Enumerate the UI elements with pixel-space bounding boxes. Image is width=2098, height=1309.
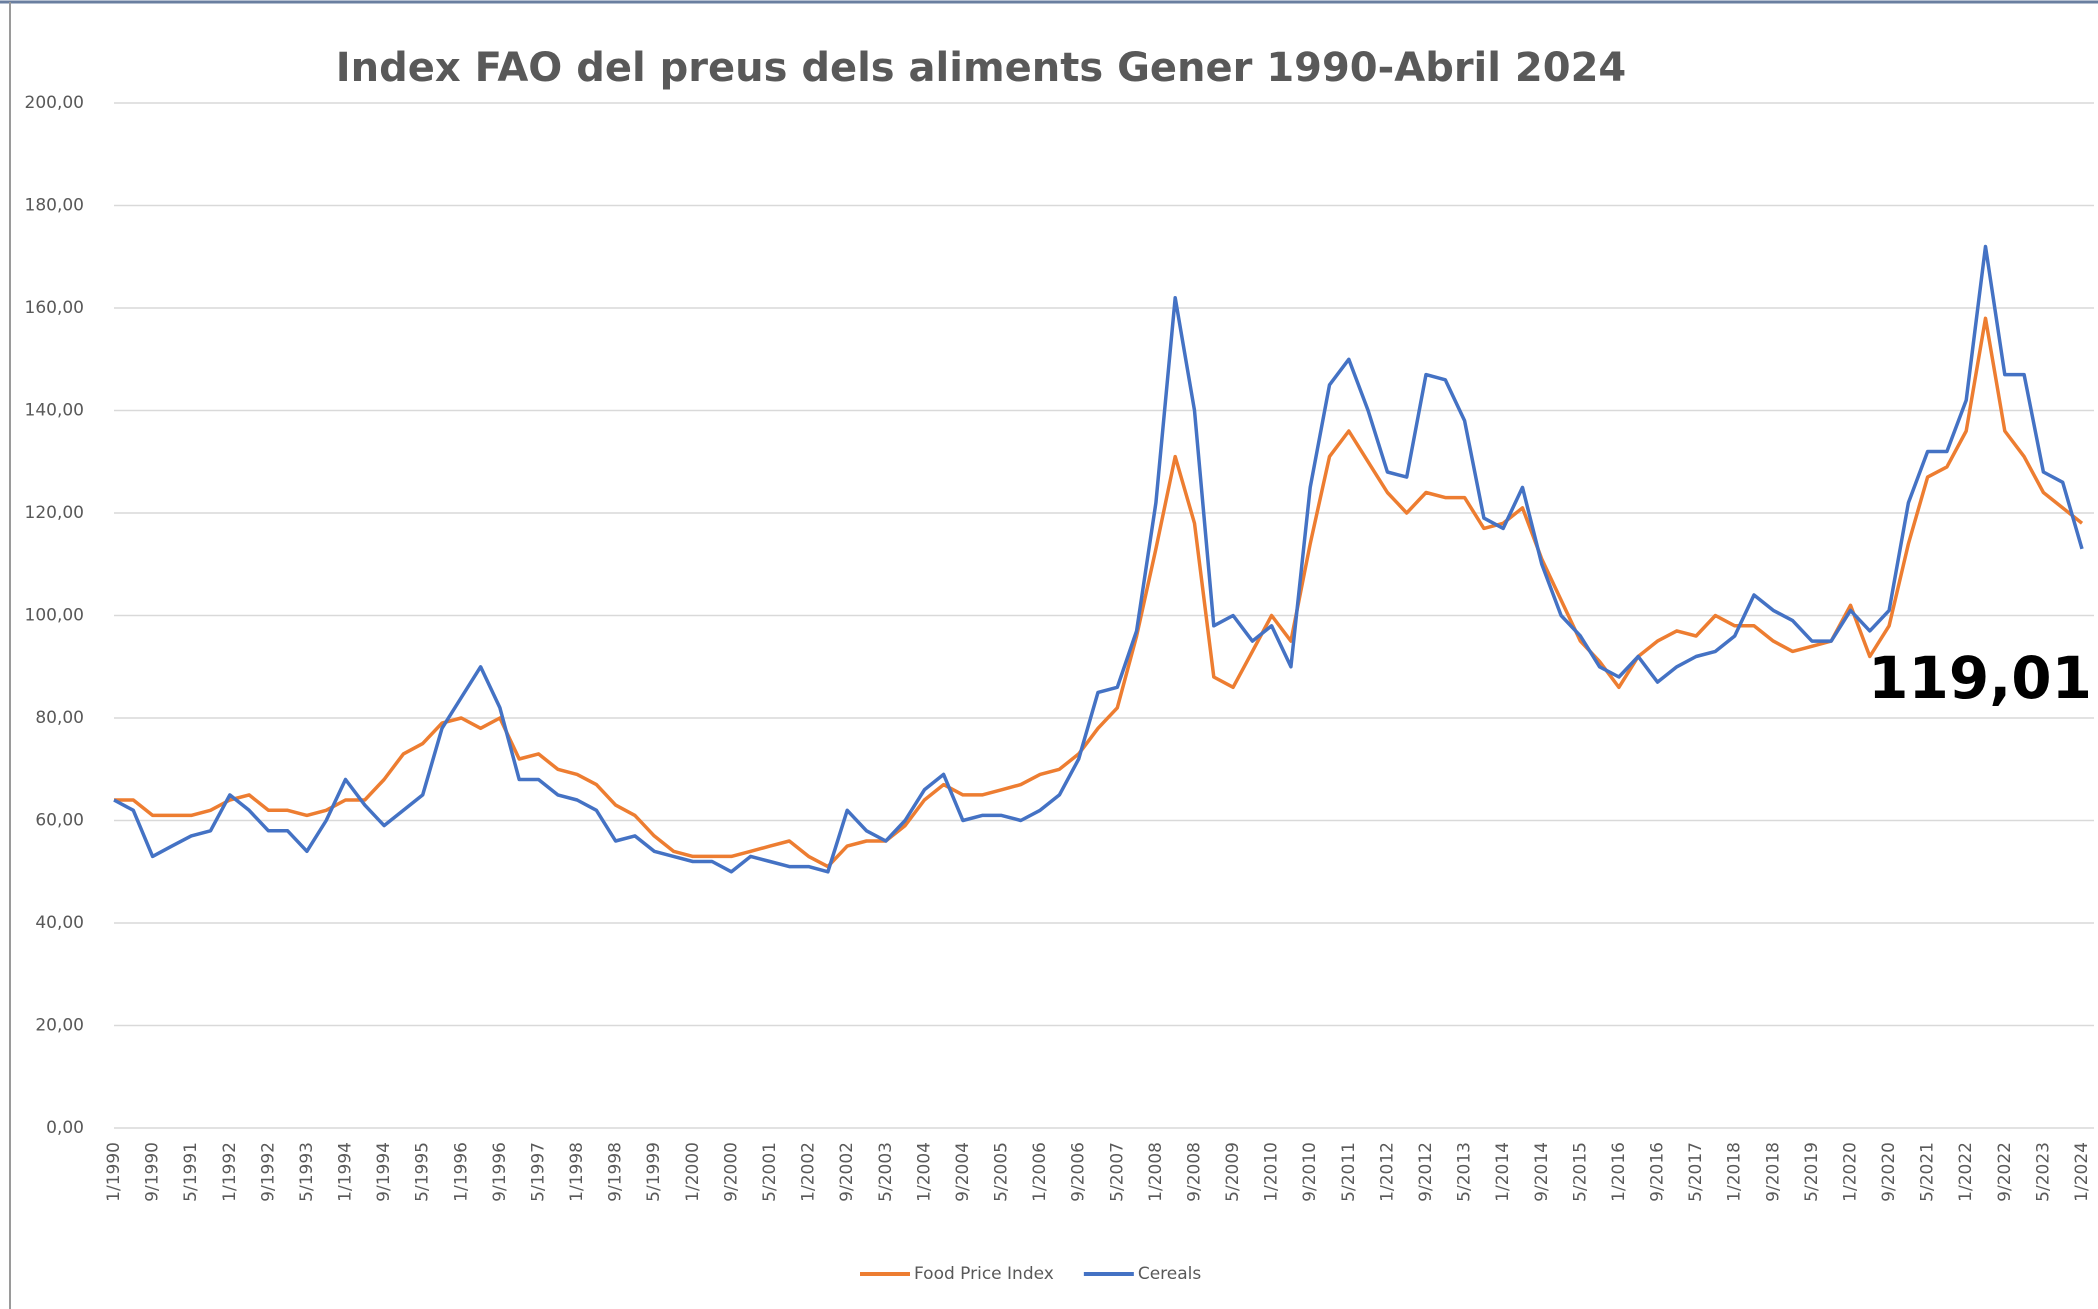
x-tick-label: 9/2006 [1069, 1142, 1089, 1202]
annotation: 119,01 [1868, 644, 2092, 712]
x-tick-label: 1/2022 [1956, 1142, 1976, 1202]
x-tick-label: 9/2000 [721, 1142, 741, 1202]
x-tick-label: 9/2022 [1995, 1142, 2015, 1202]
x-tick-label: 1/2024 [2072, 1142, 2092, 1202]
x-tick-label: 5/2015 [1570, 1142, 1590, 1202]
x-tick-label: 9/2012 [1416, 1142, 1436, 1202]
x-tick-label: 5/2009 [1223, 1142, 1243, 1202]
x-tick-label: 1/2006 [1030, 1142, 1050, 1202]
y-tick-label: 60,00 [35, 811, 84, 831]
x-tick-label: 1/2016 [1609, 1142, 1629, 1202]
legend-label: Food Price Index [914, 1264, 1054, 1284]
x-tick-label: 5/2011 [1339, 1142, 1359, 1202]
x-tick-label: 5/2007 [1107, 1142, 1127, 1202]
x-tick-label: 5/2023 [2033, 1142, 2053, 1202]
x-tick-label: 1/2014 [1493, 1142, 1513, 1202]
y-tick-label: 140,00 [25, 401, 84, 421]
x-tick-label: 9/1996 [490, 1142, 510, 1202]
x-tick-label: 9/1998 [606, 1142, 626, 1202]
x-tick-label: 5/1997 [528, 1142, 548, 1202]
x-tick-label: 9/1994 [374, 1142, 394, 1202]
y-tick-label: 100,00 [25, 606, 84, 626]
x-tick-label: 5/2003 [876, 1142, 896, 1202]
x-tick-label: 9/1992 [258, 1142, 278, 1202]
chart-title: Index FAO del preus dels aliments Gener … [336, 45, 1626, 91]
x-tick-label: 5/2005 [992, 1142, 1012, 1202]
x-tick-label: 5/1991 [181, 1142, 201, 1202]
x-tick-label: 9/2020 [1879, 1142, 1899, 1202]
x-tick-label: 1/1998 [567, 1142, 587, 1202]
x-tick-label: 9/2014 [1532, 1142, 1552, 1202]
y-tick-label: 80,00 [35, 708, 84, 728]
x-tick-label: 1/2008 [1146, 1142, 1166, 1202]
x-tick-label: 5/2019 [1802, 1142, 1822, 1202]
y-tick-label: 160,00 [25, 298, 84, 318]
x-tick-label: 9/2016 [1648, 1142, 1668, 1202]
y-tick-label: 120,00 [25, 503, 84, 523]
x-tick-label: 5/2021 [1918, 1142, 1938, 1202]
x-tick-label: 1/2010 [1262, 1142, 1282, 1202]
x-tick-label: 1/2004 [914, 1142, 934, 1202]
x-tick-label: 1/1996 [451, 1142, 471, 1202]
x-tick-label: 5/1995 [413, 1142, 433, 1202]
x-tick-label: 1/2020 [1840, 1142, 1860, 1202]
y-tick-label: 200,00 [25, 93, 84, 113]
y-tick-label: 180,00 [25, 196, 84, 216]
x-tick-label: 1/2012 [1377, 1142, 1397, 1202]
x-tick-label: 1/1992 [220, 1142, 240, 1202]
x-tick-label: 5/1999 [644, 1142, 664, 1202]
y-tick-label: 40,00 [35, 913, 84, 933]
x-tick-label: 1/2018 [1725, 1142, 1745, 1202]
x-tick-label: 9/2008 [1184, 1142, 1204, 1202]
x-tick-label: 1/1994 [336, 1142, 356, 1202]
legend-label: Cereals [1138, 1264, 1202, 1284]
x-tick-label: 9/1990 [143, 1142, 163, 1202]
x-tick-label: 5/1993 [297, 1142, 317, 1202]
x-tick-label: 1/2000 [683, 1142, 703, 1202]
series-line [113, 244, 2084, 874]
x-tick-label: 1/1990 [104, 1142, 124, 1202]
series-line [114, 316, 2084, 869]
y-tick-label: 0,00 [46, 1118, 84, 1138]
x-tick-label: 9/2018 [1763, 1142, 1783, 1202]
x-tick-label: 5/2017 [1686, 1142, 1706, 1202]
x-tick-label: 9/2010 [1300, 1142, 1320, 1202]
x-tick-label: 5/2013 [1455, 1142, 1475, 1202]
x-tick-label: 5/2001 [760, 1142, 780, 1202]
x-tick-label: 9/2004 [953, 1142, 973, 1202]
x-tick-label: 1/2002 [799, 1142, 819, 1202]
x-tick-label: 9/2002 [837, 1142, 857, 1202]
y-tick-label: 20,00 [35, 1016, 84, 1036]
